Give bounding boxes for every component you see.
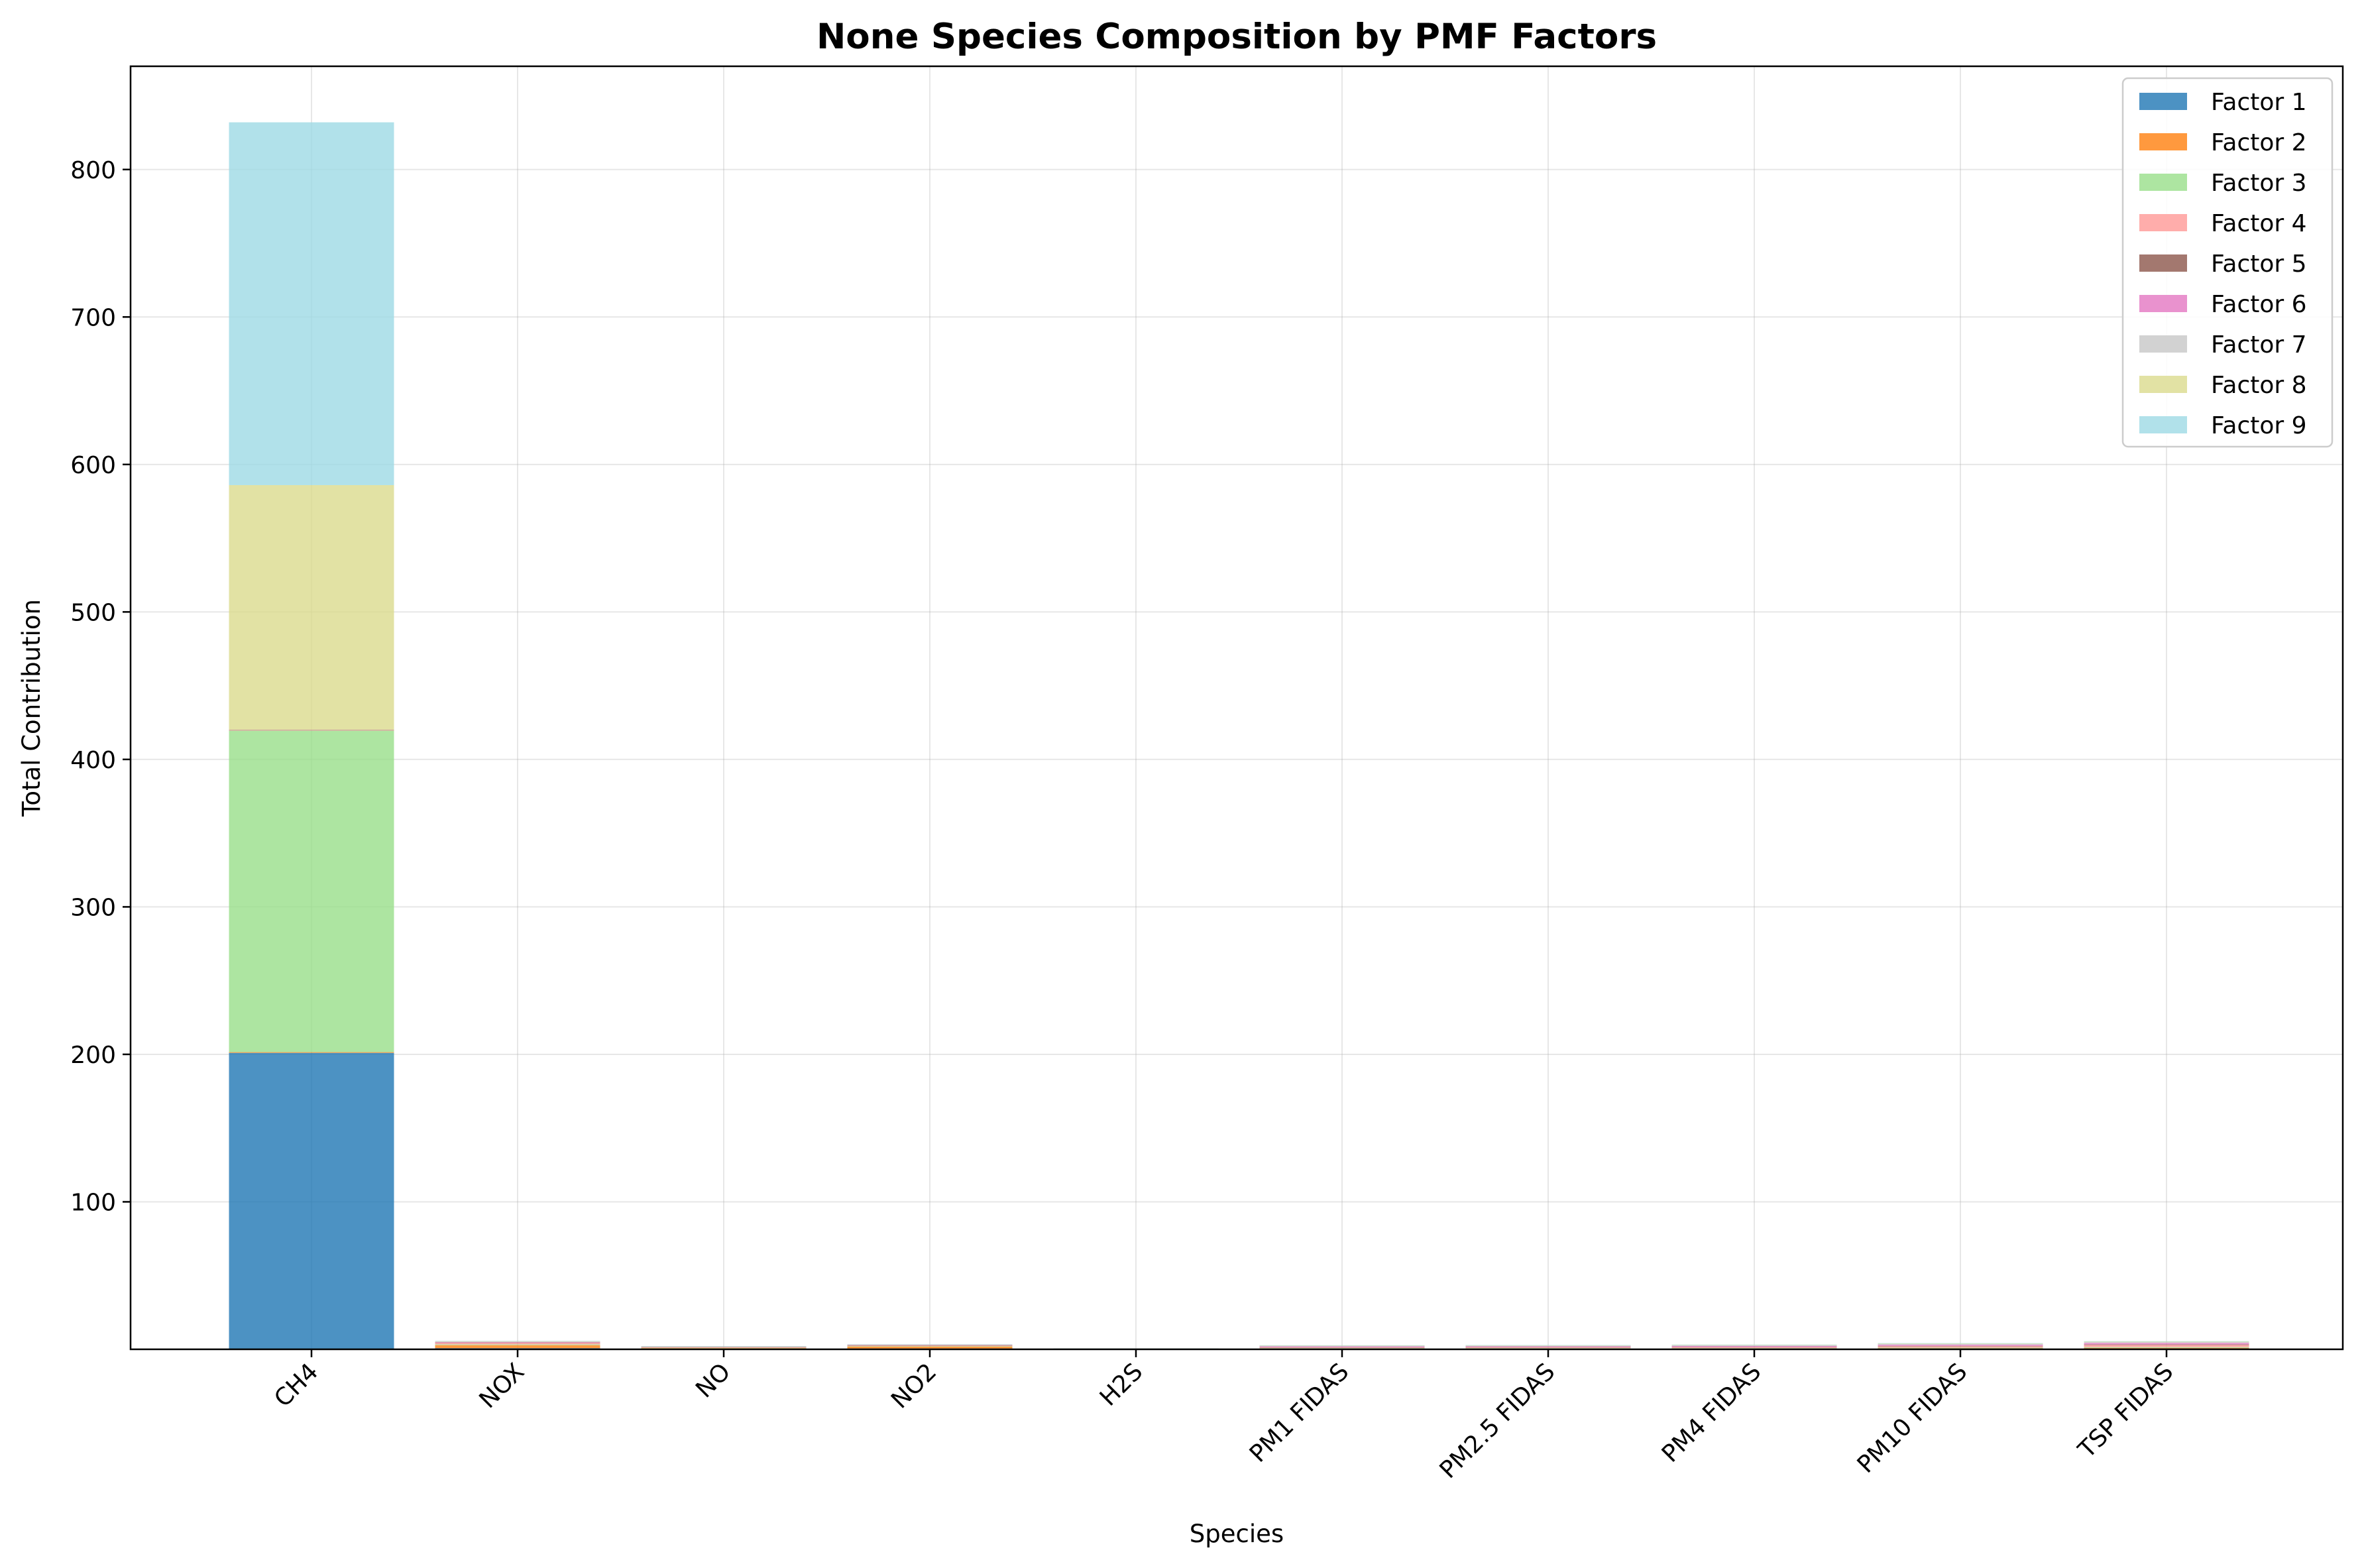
bar-pm4-fidas-factor-3 <box>1671 1348 1837 1349</box>
plot-area-frame <box>129 65 2344 1351</box>
bar-nox-factor-4 <box>435 1343 600 1345</box>
x-tick-label: H2S <box>1095 1358 1148 1411</box>
bar-pm2-5-fidas-factor-5 <box>1465 1347 1631 1348</box>
bar-nox-factor-8 <box>435 1341 600 1342</box>
bar-pm1-fidas-factor-4 <box>1259 1347 1425 1349</box>
x-axis-ticks: CH4 NOX NO NO2 H2S PM1 FIDAS PM2.5 FIDAS PM4 FI… <box>269 1349 2178 1484</box>
bar-ch4-factor-3 <box>229 730 394 1052</box>
x-tick-label: PM2.5 FIDAS <box>1435 1358 1561 1484</box>
bar-ch4-factor-1 <box>229 1052 394 1349</box>
bar-no-factor-4 <box>641 1347 807 1348</box>
bar-no-factor-3 <box>641 1347 807 1349</box>
bar-tsp-fidas-factor-4 <box>2084 1345 2249 1347</box>
bar-pm10-fidas-factor-8 <box>1878 1343 2043 1344</box>
bar-pm1-fidas-factor-8 <box>1259 1345 1425 1346</box>
legend-swatch-factor-3 <box>2139 174 2187 191</box>
bar-tsp-fidas-factor-7 <box>2084 1342 2249 1343</box>
x-axis-label: Species <box>1190 1520 1284 1548</box>
y-axis-ticks: 100 200 300 400 500 600 700 800 <box>70 157 131 1216</box>
bar-nox-factor-6 <box>435 1341 600 1343</box>
y-tick-label: 500 <box>70 599 116 626</box>
bar-tsp-fidas-factor-8 <box>2084 1341 2249 1343</box>
bar-pm1-fidas-factor-5 <box>1259 1347 1425 1348</box>
legend-swatch-factor-2 <box>2139 133 2187 150</box>
bar-pm2-5-fidas-factor-9 <box>1465 1345 1631 1346</box>
bar-tsp-fidas-factor-3 <box>2084 1347 2249 1348</box>
bar-ch4-factor-4 <box>229 730 394 731</box>
bars <box>229 122 2249 1349</box>
bar-pm4-fidas-factor-4 <box>1671 1347 1837 1349</box>
legend: Factor 1 Factor 2 Factor 3 Factor 4 Factor 5… <box>2121 77 2334 448</box>
x-tick-label: PM1 FIDAS <box>1245 1358 1354 1467</box>
legend-swatch-factor-5 <box>2139 254 2187 272</box>
y-tick-label: 200 <box>70 1042 116 1069</box>
bar-pm10-fidas-factor-6 <box>1878 1345 2043 1346</box>
y-tick-label: 700 <box>70 304 116 331</box>
y-tick-label: 800 <box>70 157 116 184</box>
bar-pm10-fidas-factor-3 <box>1878 1347 2043 1349</box>
y-tick-label: 400 <box>70 747 116 774</box>
y-tick-label: 100 <box>70 1189 116 1216</box>
y-axis-label: Total Contribution <box>17 599 46 817</box>
legend-swatch-factor-6 <box>2139 295 2187 312</box>
legend-label-factor-3: Factor 3 <box>2211 170 2307 197</box>
bar-no2-factor-5 <box>847 1345 1013 1346</box>
bar-pm10-fidas-factor-7 <box>1878 1343 2043 1345</box>
x-tick-label: NOX <box>474 1358 530 1414</box>
grid-lines <box>131 66 2343 1349</box>
x-tick-label: TSP FIDAS <box>2073 1358 2179 1464</box>
legend-label-factor-8: Factor 8 <box>2211 372 2307 399</box>
bar-pm4-fidas-factor-6 <box>1671 1345 1837 1347</box>
bar-pm10-fidas-factor-5 <box>1878 1345 2043 1347</box>
y-tick-label: 600 <box>70 452 116 479</box>
x-tick-label: NO <box>691 1358 736 1403</box>
x-tick-label: CH4 <box>269 1358 323 1412</box>
bar-ch4-factor-9 <box>229 122 394 485</box>
legend-box <box>2121 77 2334 448</box>
legend-label-factor-2: Factor 2 <box>2211 129 2307 156</box>
x-tick-label: PM4 FIDAS <box>1657 1358 1766 1467</box>
bar-ch4-factor-8 <box>229 484 394 730</box>
legend-label-factor-4: Factor 4 <box>2211 210 2307 237</box>
bar-no2-factor-4 <box>847 1345 1013 1347</box>
legend-label-factor-7: Factor 7 <box>2211 331 2307 359</box>
bar-ch4-factor-2 <box>229 1052 394 1053</box>
bar-pm10-fidas-factor-4 <box>1878 1346 2043 1348</box>
legend-swatch-factor-9 <box>2139 416 2187 433</box>
bar-pm1-fidas-factor-3 <box>1259 1348 1425 1349</box>
legend-swatch-factor-1 <box>2139 93 2187 110</box>
bar-nox-factor-7 <box>435 1341 600 1342</box>
bar-pm10-fidas-factor-9 <box>1878 1343 2043 1344</box>
bar-no-factor-9 <box>641 1346 807 1347</box>
bar-pm4-fidas-factor-7 <box>1671 1345 1837 1346</box>
x-tick-label: NO2 <box>886 1358 942 1414</box>
bar-pm1-fidas-factor-7 <box>1259 1345 1425 1347</box>
x-tick-label: PM10 FIDAS <box>1852 1358 1973 1479</box>
legend-swatch-factor-7 <box>2139 335 2187 353</box>
legend-label-factor-6: Factor 6 <box>2211 291 2307 318</box>
bar-tsp-fidas-factor-9 <box>2084 1341 2249 1342</box>
bar-nox-factor-2 <box>435 1345 600 1349</box>
legend-swatch-factor-8 <box>2139 376 2187 393</box>
legend-swatch-factor-4 <box>2139 214 2187 231</box>
bar-no2-factor-3 <box>847 1346 1013 1347</box>
bar-pm2-5-fidas-factor-7 <box>1465 1345 1631 1347</box>
legend-label-factor-1: Factor 1 <box>2211 89 2307 116</box>
bar-pm2-5-fidas-factor-6 <box>1465 1346 1631 1347</box>
bar-pm1-fidas-factor-9 <box>1259 1345 1425 1346</box>
legend-label-factor-5: Factor 5 <box>2211 251 2307 278</box>
chart-title: None Species Composition by PMF Factors <box>816 17 1657 57</box>
bar-pm2-5-fidas-factor-3 <box>1465 1348 1631 1349</box>
bar-pm2-5-fidas-factor-8 <box>1465 1345 1631 1346</box>
bar-tsp-fidas-factor-2 <box>2084 1347 2249 1349</box>
y-tick-label: 300 <box>70 894 116 921</box>
bar-no2-factor-2 <box>847 1346 1013 1349</box>
legend-label-factor-9: Factor 9 <box>2211 412 2307 439</box>
bar-pm2-5-fidas-factor-4 <box>1465 1347 1631 1349</box>
bar-tsp-fidas-factor-6 <box>2084 1343 2249 1345</box>
